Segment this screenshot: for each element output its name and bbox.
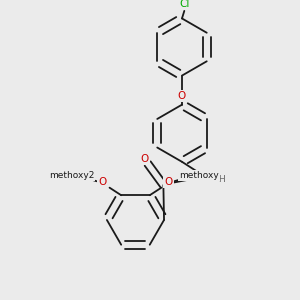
Text: methoxy: methoxy [179,171,219,180]
Text: methoxy2: methoxy2 [49,171,94,180]
Text: H: H [218,175,225,184]
Text: O: O [164,177,172,188]
Text: Cl: Cl [179,0,190,9]
Text: O: O [98,177,107,188]
Text: N: N [200,171,208,182]
Text: O: O [141,154,149,164]
Text: O: O [178,91,186,101]
